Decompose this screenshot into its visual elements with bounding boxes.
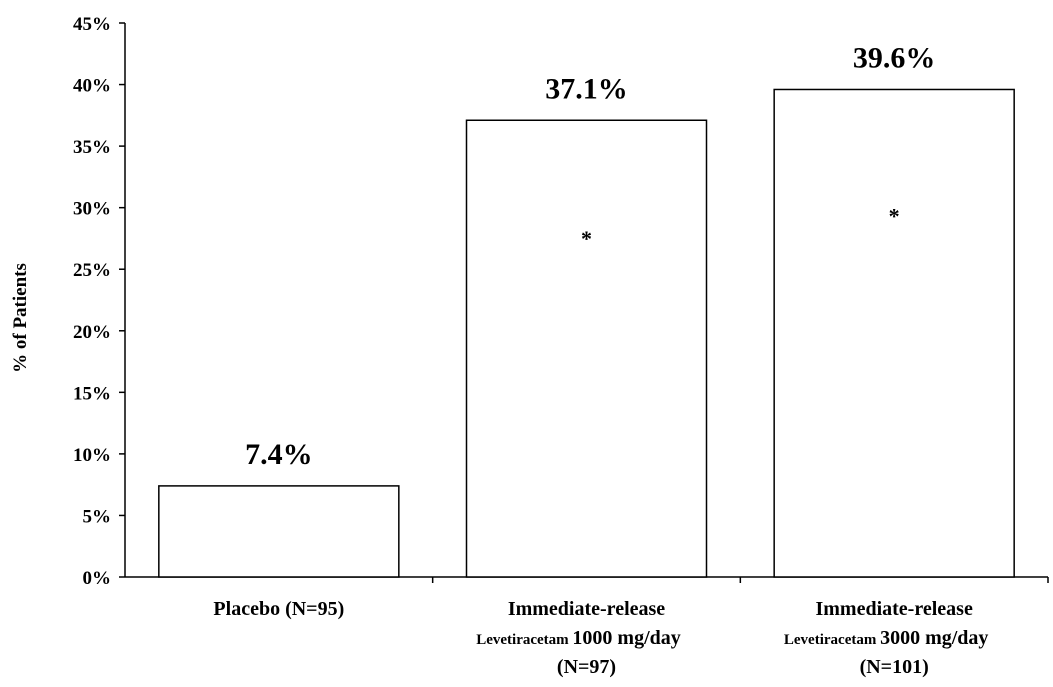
- y-tick-label: 10%: [73, 445, 111, 466]
- category-label: (N=101): [860, 656, 929, 678]
- category-labels: Placebo (N=95) Immediate-release Levetirac…: [213, 598, 988, 678]
- bar: [465, 119, 708, 578]
- bar: [773, 88, 1015, 578]
- bar: [158, 485, 400, 578]
- y-tick-label: 20%: [73, 322, 111, 343]
- category-label: Placebo (N=95): [213, 598, 344, 620]
- category-label: Immediate-release: [508, 598, 665, 620]
- y-tick-label: 30%: [73, 199, 111, 220]
- data-labels: 7.4% 37.1% * 39.6% *: [245, 41, 935, 470]
- significance-marker: *: [889, 204, 900, 229]
- y-tick-label: 40%: [73, 76, 111, 97]
- category-label: Levetiracetam 3000 mg/day: [784, 627, 989, 649]
- y-axis-label: % of Patients: [10, 263, 31, 373]
- data-label: 7.4%: [245, 438, 313, 471]
- y-axis: 0% 5% 10% 15% 20% 25% 30% 35% 40% 45%: [73, 14, 126, 589]
- y-tick-label: 35%: [73, 137, 111, 158]
- data-label: 39.6%: [853, 41, 936, 74]
- category-label: (N=97): [557, 656, 616, 678]
- x-axis: [125, 576, 1049, 583]
- y-tick-label: 0%: [83, 568, 112, 589]
- bars: [158, 88, 1015, 578]
- category-label: Levetiracetam 1000 mg/day: [476, 627, 681, 649]
- y-tick-label: 45%: [73, 14, 111, 35]
- y-tick-label: 5%: [83, 506, 112, 527]
- y-tick-label: 15%: [73, 383, 111, 404]
- category-label: Immediate-release: [815, 598, 972, 620]
- y-tick-label: 25%: [73, 260, 111, 281]
- significance-marker: *: [581, 226, 592, 251]
- data-label: 37.1%: [545, 72, 628, 105]
